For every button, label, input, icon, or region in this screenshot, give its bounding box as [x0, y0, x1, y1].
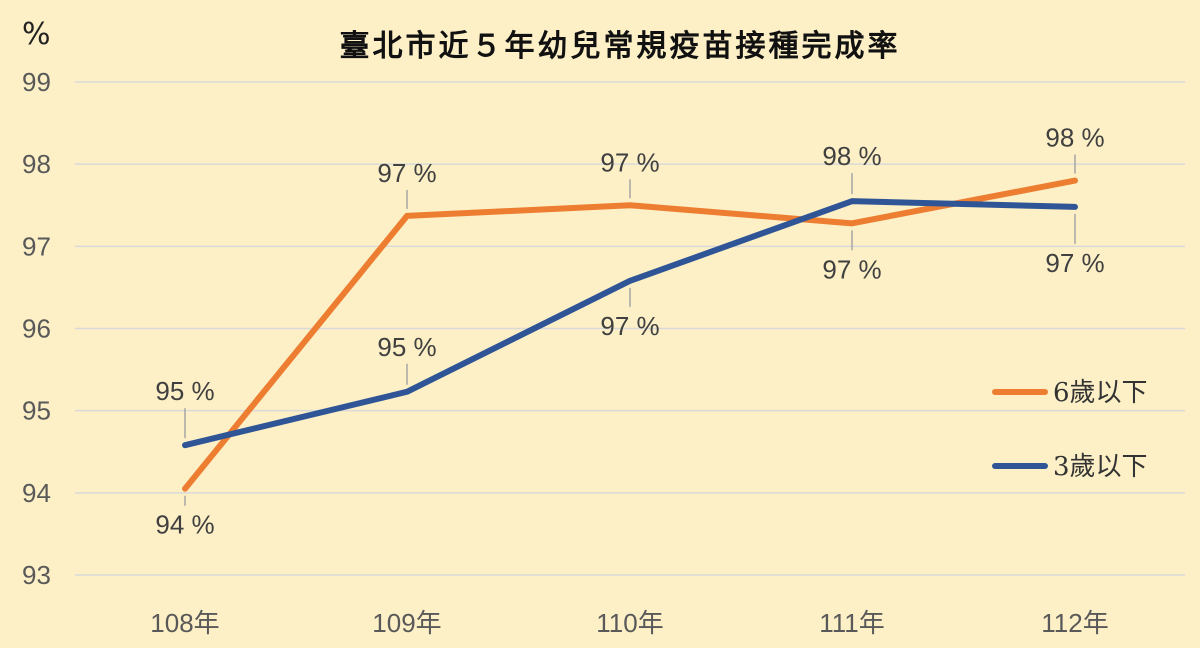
series-lines [182, 177, 1078, 492]
y-tick-label: 99 [22, 67, 51, 97]
data-labels: 94 % 97 % 97 % 97 % 98 % 95 % 95 % 97 % 98 % 97 % [155, 123, 1104, 540]
data-label: 97 % [1045, 248, 1104, 278]
data-label: 94 % [155, 510, 214, 540]
y-axis-unit: % [22, 17, 51, 52]
data-label: 97 % [600, 311, 659, 341]
y-tick-label: 98 [22, 149, 51, 179]
y-tick-label: 97 [22, 231, 51, 261]
data-label: 95 % [155, 376, 214, 406]
gridlines [75, 81, 1185, 576]
legend-label: 3歲以下 [1053, 452, 1148, 482]
data-label: 95 % [377, 332, 436, 362]
label-leader-lines [184, 154, 1076, 506]
data-label: 98 % [822, 141, 881, 171]
legend-label: 6歲以下 [1053, 378, 1148, 408]
y-tick-label: 94 [22, 478, 51, 508]
y-tick-label: 95 [22, 396, 51, 426]
y-tick-label: 96 [22, 314, 51, 344]
x-axis-ticks: 108年 109年 110年 111年 112年 [150, 608, 1108, 638]
data-label: 97 % [822, 254, 881, 284]
chart-title: 臺北市近５年幼兒常規疫苗接種完成率 [340, 29, 901, 64]
legend: 6歲以下 3歲以下 [992, 378, 1148, 482]
x-tick-label: 108年 [150, 608, 219, 638]
y-tick-label: 93 [22, 560, 51, 590]
x-tick-label: 110年 [596, 608, 663, 638]
x-tick-label: 111年 [819, 608, 885, 638]
x-tick-label: 109年 [372, 608, 441, 638]
data-label: 97 % [377, 158, 436, 188]
y-axis-ticks: 93 94 95 96 97 98 99 [22, 67, 51, 590]
data-label: 97 % [600, 147, 659, 177]
x-tick-label: 112年 [1041, 608, 1108, 638]
data-label: 98 % [1045, 123, 1104, 153]
